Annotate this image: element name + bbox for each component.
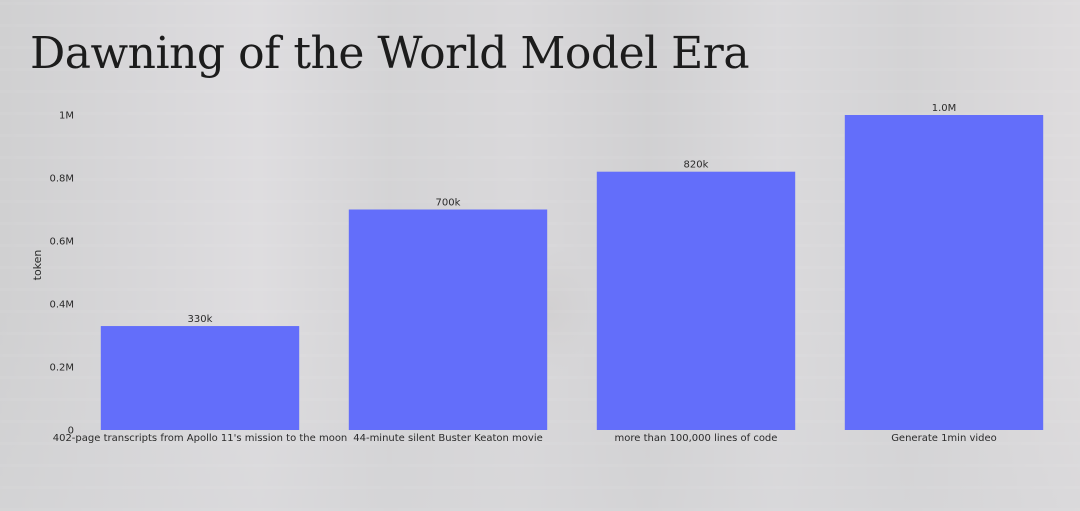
bar-value-label: 1.0M (932, 103, 957, 114)
x-category-label: 402-page transcripts from Apollo 11's mi… (53, 433, 348, 444)
x-axis: 402-page transcripts from Apollo 11's mi… (53, 433, 997, 444)
y-tick-label: 0.2M (49, 363, 74, 374)
y-axis: 0 0.2M 0.4M 0.6M 0.8M 1M (49, 111, 74, 437)
y-tick-label: 0.4M (49, 300, 74, 311)
bar-value-label: 700k (436, 198, 461, 209)
data-labels: 330k 700k 820k 1.0M (188, 103, 957, 325)
x-category-label: Generate 1min video (891, 433, 997, 444)
bar (100, 326, 300, 430)
bars (100, 115, 1044, 430)
y-tick-label: 1M (59, 111, 74, 122)
y-tick-label: 0 (68, 426, 74, 437)
bar (596, 171, 796, 430)
x-category-label: 44-minute silent Buster Keaton movie (353, 433, 543, 444)
page-title: Dawning of the World Model Era (30, 28, 750, 79)
bar-value-label: 820k (684, 160, 709, 171)
bar (348, 209, 548, 430)
x-category-label: more than 100,000 lines of code (615, 433, 778, 444)
y-tick-label: 0.6M (49, 237, 74, 248)
bar-value-label: 330k (188, 314, 213, 325)
bar (844, 115, 1044, 430)
y-tick-label: 0.8M (49, 174, 74, 185)
y-axis-label: token (31, 250, 44, 281)
